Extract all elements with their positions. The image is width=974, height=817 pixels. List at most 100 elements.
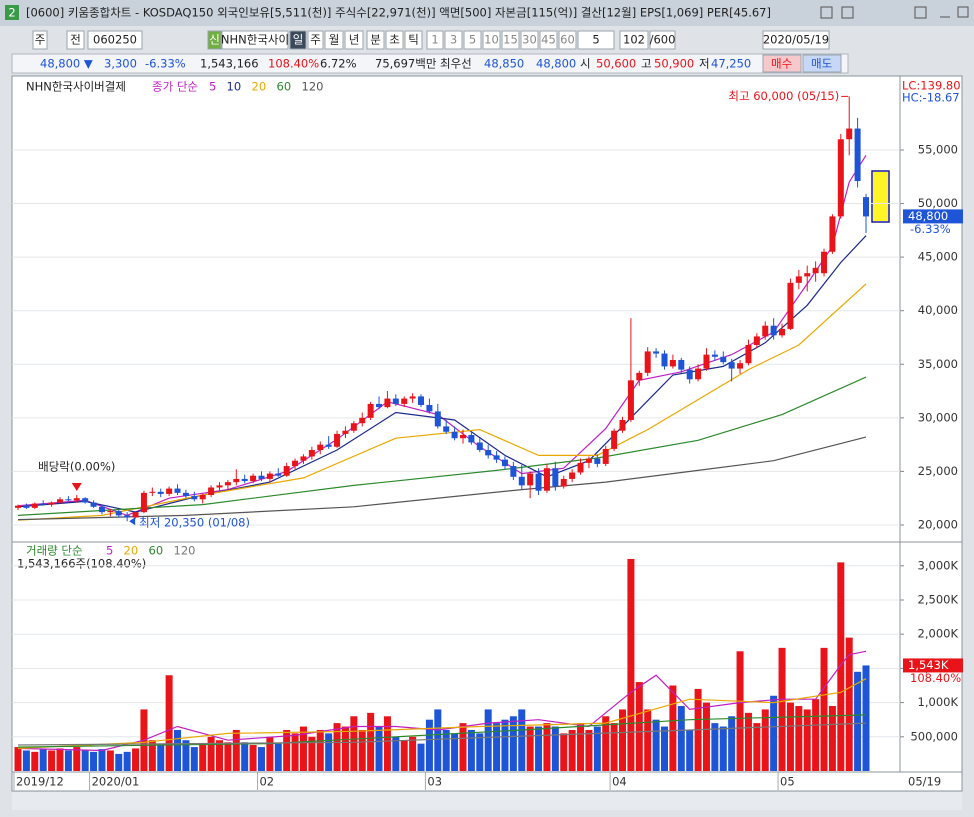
candle-body — [426, 404, 433, 412]
y-tick-label: 3,000K — [918, 558, 959, 572]
volume-bar — [174, 729, 182, 771]
toolbar-button[interactable] — [324, 30, 344, 50]
corner-label: HC:-18.67 — [902, 91, 960, 105]
candle-body — [56, 499, 63, 503]
toolbar-label: 3 — [450, 33, 457, 47]
toolbar-label: 30 — [522, 33, 537, 47]
toolbar-button[interactable] — [577, 30, 615, 50]
toolbar-button[interactable] — [619, 30, 649, 50]
volume-bar — [266, 736, 274, 771]
candle-body — [510, 466, 517, 477]
candle-body — [711, 354, 718, 357]
window-controls[interactable] — [820, 6, 969, 19]
toolbar-button[interactable] — [344, 30, 364, 50]
quote-bar — [11, 53, 849, 74]
volume-bar — [358, 729, 366, 771]
x-tick-label: 04 — [612, 775, 627, 789]
legend-item: 120 — [302, 80, 324, 94]
toolbar-button[interactable] — [444, 30, 463, 50]
legend-item: 120 — [174, 544, 196, 558]
volume-bar — [828, 706, 836, 771]
volume-bar — [115, 753, 123, 771]
candle-body — [166, 488, 173, 494]
quote-field: 저 — [699, 57, 710, 71]
candle-body — [174, 488, 181, 493]
toolbar-button[interactable] — [762, 30, 830, 50]
candle-body — [686, 369, 693, 380]
toolbar-button[interactable] — [366, 30, 385, 50]
candle-body — [149, 491, 156, 493]
toolbar-button[interactable] — [539, 30, 558, 50]
highlight-box — [871, 170, 890, 223]
scroll-bar[interactable] — [12, 792, 962, 810]
candle-body — [476, 442, 483, 450]
volume-bar — [232, 729, 240, 771]
quote-field: 시 — [580, 57, 591, 71]
volume-bar — [820, 647, 828, 771]
candle-body — [854, 128, 861, 182]
toolbar-button[interactable] — [307, 30, 324, 50]
candle-body — [132, 512, 139, 518]
candle-body — [124, 515, 131, 518]
candle-body — [157, 491, 164, 494]
candle-body — [182, 492, 189, 497]
candle-body — [140, 492, 147, 513]
toolbar-button[interactable] — [426, 30, 444, 50]
toolbar-button[interactable] — [558, 30, 577, 50]
candle-body — [644, 351, 651, 373]
annotation-arrow — [71, 482, 82, 491]
toolbar-button[interactable] — [32, 30, 48, 50]
x-tick-label: 02 — [259, 775, 274, 789]
volume-bar — [862, 665, 870, 771]
order-button[interactable] — [802, 54, 842, 73]
volume-bar — [257, 747, 265, 771]
volume-bar — [249, 745, 257, 771]
candle-body — [577, 462, 584, 473]
candle-body — [812, 267, 819, 274]
toolbar-button[interactable] — [385, 30, 404, 50]
toolbar-button[interactable] — [289, 30, 307, 50]
toolbar-button[interactable] — [207, 30, 222, 50]
toolbar-button[interactable] — [221, 30, 289, 50]
order-button[interactable] — [762, 54, 802, 73]
x-tick-label: 05 — [780, 775, 795, 789]
volume-bar — [660, 726, 668, 771]
volume-bar — [686, 729, 694, 771]
toolbar-button[interactable] — [66, 30, 85, 50]
volume-bar — [417, 743, 425, 771]
toolbar-button[interactable] — [520, 30, 539, 50]
candle-body — [745, 344, 752, 364]
volume-bar — [786, 702, 794, 771]
toolbar-button[interactable] — [87, 30, 143, 50]
volume-bar — [719, 726, 727, 771]
candle-body — [48, 502, 55, 505]
volume-bar — [123, 751, 131, 771]
window-title: [0600] 키움종합차트 - KOSDAQ150 외국인보유[5,511(천)… — [26, 6, 771, 20]
legend-title: 거래량 단순 — [26, 544, 83, 558]
toolbar-button[interactable] — [501, 30, 520, 50]
chart-title: NHN한국사이버결제 — [26, 80, 126, 94]
toolbar-button[interactable] — [649, 30, 676, 50]
volume-bar — [341, 726, 349, 771]
toolbar-button[interactable] — [482, 30, 501, 50]
toolbar-button[interactable] — [463, 30, 482, 50]
legend-item: 5 — [106, 544, 113, 558]
toolbar-label: 년 — [349, 33, 360, 47]
y-tick-label: 50,000 — [918, 196, 958, 210]
candle-body — [560, 478, 567, 487]
volume-bar — [560, 733, 568, 771]
toolbar-label: 틱 — [408, 33, 419, 47]
candle-body — [627, 380, 634, 420]
candle-body — [459, 434, 466, 439]
candle-body — [569, 472, 576, 479]
quote-field: 48,850 — [484, 57, 524, 71]
candle-body — [359, 417, 366, 424]
legend-item: 60 — [149, 544, 164, 558]
volume-bar — [165, 675, 173, 771]
toolbar-label: 일 — [293, 33, 304, 47]
candle-body — [107, 511, 114, 513]
quote-field: 75,697백만 — [375, 57, 437, 71]
candle-body — [98, 506, 105, 513]
candle-body — [241, 478, 248, 482]
toolbar-button[interactable] — [404, 30, 423, 50]
